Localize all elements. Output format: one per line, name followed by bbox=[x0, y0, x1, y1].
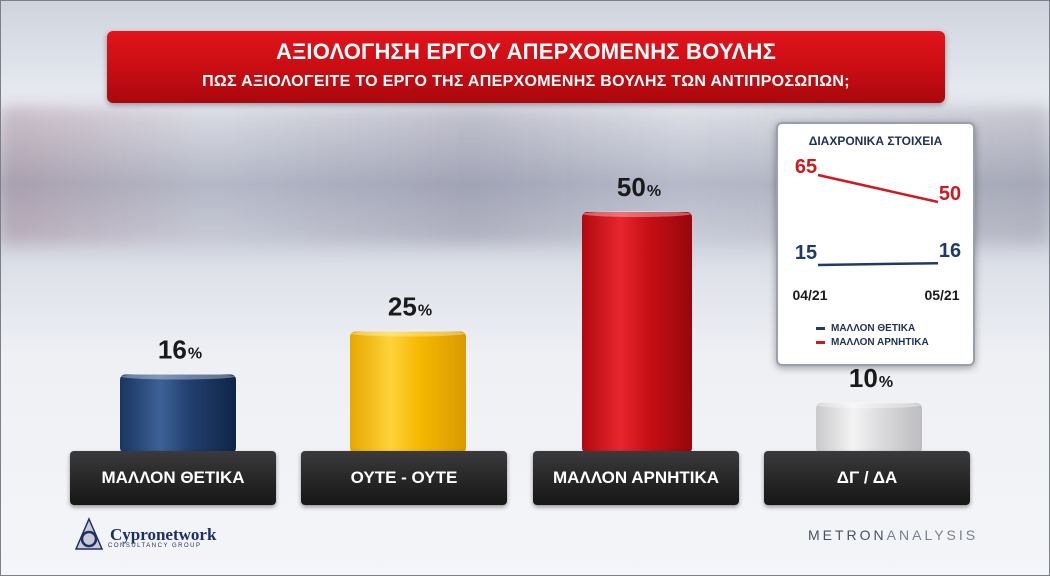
bar-1 bbox=[350, 331, 466, 453]
category-label-0: ΜΑΛΛΟΝ ΘΕΤΙΚΑ bbox=[70, 451, 276, 505]
legend-label-positive: ΜΑΛΛΟΝ ΘΕΤΙΚΑ bbox=[831, 323, 916, 334]
legend-swatch-negative bbox=[816, 341, 825, 344]
legend-swatch-positive bbox=[816, 327, 825, 330]
bar-value-label-2: 50% bbox=[617, 172, 661, 202]
metron-logo-part-a: METRON bbox=[808, 527, 887, 543]
trend-x-label-1: 05/21 bbox=[924, 287, 959, 303]
bar-2 bbox=[582, 212, 692, 453]
bars-group: 16% 25% 50% 10% bbox=[120, 172, 922, 453]
bar-value-label-0: 16% bbox=[158, 335, 202, 365]
cypronetwork-logo-subtext: CONSULTANCY GROUP bbox=[108, 543, 202, 549]
metron-analysis-logo: METRONANALYSIS bbox=[808, 527, 978, 543]
bar-value-label-3: 10% bbox=[849, 363, 893, 393]
trend-inset: ΔΙΑΧΡΟΝΙΚΑ ΣΤΟΙΧΕΙΑ 15 16 65 50 04/21 05/21 Μ… bbox=[776, 122, 975, 366]
metron-logo-part-b: ANALYSIS bbox=[886, 527, 979, 543]
inset-title: ΔΙΑΧΡΟΝΙΚΑ ΣΤΟΙΧΕΙΑ bbox=[808, 134, 943, 148]
bar-top-highlight-0 bbox=[121, 373, 235, 380]
category-label-2: ΜΑΛΛΟΝ ΑΡΝΗΤΙΚΑ bbox=[533, 451, 739, 505]
header-banner: ΑΞΙΟΛΟΓΗΣΗ ΕΡΓΟΥ ΑΠΕΡΧΟΜΕΝΗΣ ΒΟΥΛΗΣ ΠΩΣ … bbox=[107, 31, 945, 103]
trend-value-0-1: 16 bbox=[939, 240, 961, 262]
trend-line-1 bbox=[817, 173, 939, 204]
cypronetwork-emblem-icon bbox=[74, 517, 104, 550]
trend-value-1-1: 50 bbox=[939, 183, 961, 205]
trend-x-label-0: 04/21 bbox=[792, 287, 827, 303]
category-label-1: ΟΥΤΕ - ΟΥΤΕ bbox=[301, 451, 507, 505]
trend-line-0 bbox=[817, 261, 939, 267]
legend-label-negative: ΜΑΛΛΟΝ ΑΡΝΗΤΙΚΑ bbox=[831, 337, 929, 348]
legend-item-positive: ΜΑΛΛΟΝ ΘΕΤΙΚΑ bbox=[816, 323, 915, 334]
category-label-3: ΔΓ / ΔΑ bbox=[764, 451, 970, 505]
chart-subtitle: ΠΩΣ ΑΞΙΟΛΟΓΕΙΤΕ ΤΟ ΕΡΓΟ ΤΗΣ ΑΠΕΡΧΟΜΕΝΗΣ … bbox=[202, 73, 850, 90]
bar-top-highlight-2 bbox=[583, 211, 691, 217]
trend-value-0-0: 15 bbox=[795, 242, 817, 264]
cypronetwork-logo: Cypronetwork CONSULTANCY GROUP bbox=[74, 515, 216, 555]
bar-top-highlight-1 bbox=[351, 330, 465, 337]
bar-0 bbox=[120, 374, 236, 453]
legend-item-negative: ΜΑΛΛΟΝ ΑΡΝΗΤΙΚΑ bbox=[816, 337, 929, 348]
bar-top-highlight-3 bbox=[817, 402, 921, 409]
trend-line-chart: 15 16 65 50 04/21 05/21 bbox=[792, 156, 961, 303]
cypronetwork-logo-text: Cypronetwork bbox=[110, 525, 217, 544]
trend-value-1-0: 65 bbox=[795, 156, 817, 178]
bar-value-label-1: 25% bbox=[388, 292, 432, 322]
chart-title: ΑΞΙΟΛΟΓΗΣΗ ΕΡΓΟΥ ΑΠΕΡΧΟΜΕΝΗΣ ΒΟΥΛΗΣ bbox=[275, 39, 777, 64]
bar-3 bbox=[816, 403, 922, 453]
